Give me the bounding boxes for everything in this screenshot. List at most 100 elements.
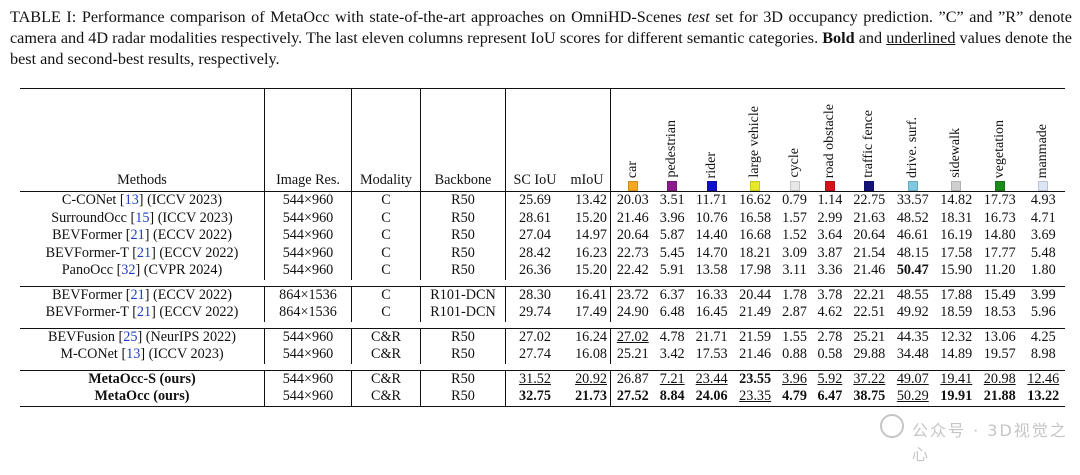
citation-link[interactable]: 32 [121, 262, 136, 278]
value-cat-iou: 23.72 [616, 286, 649, 303]
cell-cat-iou: 25.21 [611, 346, 655, 364]
method-venue: (ECCV 2022) [152, 227, 232, 243]
value-cat-iou: 7.21 [659, 370, 685, 387]
cell-miou: 14.97 [564, 227, 611, 245]
value-cat-iou: 18.21 [739, 244, 772, 261]
value-miou: 20.92 [575, 370, 607, 387]
cell-cat-iou: 20.64 [611, 227, 655, 245]
value-cat-iou: 16.62 [739, 192, 772, 208]
cell-cat-iou: 14.82 [935, 192, 978, 210]
cell-cat-iou: 8.84 [655, 388, 690, 406]
cell-cat-iou: 13.22 [1021, 388, 1065, 406]
value-cat-iou: 23.55 [739, 370, 772, 387]
value-sc-iou: 28.61 [519, 209, 551, 226]
value-cat-iou: 24.90 [616, 304, 649, 320]
cell-cat-iou: 14.89 [935, 346, 978, 364]
citation-link[interactable]: 13 [124, 192, 139, 208]
cell-backbone: R101-DCN [420, 286, 506, 304]
value-cat-iou: 3.42 [659, 346, 685, 362]
table-row: BEVFormer-T [21] (ECCV 2022) 544×960 C R50 2… [20, 244, 1065, 263]
value-cat-iou: 0.88 [782, 346, 807, 362]
cell-cat-iou: 16.62 [733, 192, 776, 210]
value-cat-iou: 21.46 [853, 262, 886, 278]
cell-modality: C&R [351, 328, 421, 346]
value-cat-iou: 21.71 [695, 328, 728, 345]
value-cat-iou: 22.42 [616, 262, 649, 278]
cell-method: BEVFormer [21] (ECCV 2022) [20, 286, 265, 304]
cell-cat-iou: 17.53 [690, 346, 733, 364]
cell-cat-iou: 16.45 [690, 304, 733, 322]
citation-link[interactable]: 13 [126, 346, 141, 362]
value-cat-iou: 34.48 [896, 346, 929, 362]
cell-miou: 13.42 [564, 191, 611, 210]
value-cat-iou: 20.64 [853, 227, 886, 243]
cell-cat-iou: 46.61 [891, 227, 934, 245]
value-cat-iou: 3.51 [659, 192, 685, 208]
cell-modality: C [351, 191, 421, 210]
cell-cat-iou: 3.09 [777, 245, 812, 263]
cell-backbone: R50 [420, 227, 506, 245]
value-cat-iou: 25.21 [853, 328, 886, 345]
table-row: PanoOcc [32] (CVPR 2024) 544×960 C R50 26.36… [20, 262, 1065, 280]
value-cat-iou: 3.99 [1030, 286, 1056, 303]
header-cat-pedestrian: pedestrian [655, 89, 690, 192]
value-sc-iou: 28.30 [519, 286, 551, 303]
cell-cat-iou: 0.79 [777, 192, 812, 210]
cell-image-res: 544×960 [264, 370, 352, 388]
method-name: BEVFormer-T [45, 244, 129, 261]
cell-cat-iou: 11.20 [978, 262, 1021, 280]
header-cat-large-vehicle: large vehicle [733, 89, 776, 192]
results-table: Methods Image Res. Modality Backbone SC … [20, 88, 1065, 407]
header-cat-car: car [611, 89, 655, 192]
cell-cat-iou: 18.21 [733, 245, 776, 263]
value-cat-iou: 13.58 [695, 262, 728, 278]
value-cat-iou: 2.87 [782, 304, 807, 320]
cell-cat-iou: 22.75 [848, 192, 891, 210]
cell-cat-iou: 27.52 [611, 388, 655, 406]
cell-cat-iou: 48.15 [891, 245, 934, 263]
method-venue: (ICCV 2023) [147, 192, 223, 208]
value-cat-iou: 6.48 [659, 304, 685, 320]
value-cat-iou: 20.98 [983, 370, 1016, 387]
cat-label: vegetation [991, 119, 1007, 178]
cell-cat-iou: 3.99 [1021, 286, 1065, 304]
cell-cat-iou: 16.68 [733, 227, 776, 245]
value-cat-iou: 14.70 [695, 244, 728, 261]
cell-cat-iou: 3.36 [812, 262, 847, 280]
cell-miou: 16.24 [564, 328, 611, 346]
cell-cat-iou: 21.59 [733, 328, 776, 346]
cell-miou: 16.41 [564, 286, 611, 304]
value-cat-iou: 20.64 [616, 227, 649, 243]
value-cat-iou: 10.76 [695, 209, 728, 226]
value-cat-iou: 11.71 [695, 192, 728, 208]
citation-link[interactable]: 21 [130, 286, 145, 303]
value-miou: 16.08 [575, 346, 607, 362]
value-cat-iou: 23.44 [695, 370, 728, 387]
value-cat-iou: 1.52 [782, 227, 807, 243]
citation-link[interactable]: 15 [135, 209, 150, 226]
value-sc-iou: 31.52 [519, 370, 551, 387]
citation-link[interactable]: 21 [136, 304, 152, 320]
cell-cat-iou: 3.78 [812, 286, 847, 304]
cell-sc-iou: 25.69 [506, 192, 565, 210]
cell-method: SurroundOcc [15] (ICCV 2023) [20, 209, 265, 227]
cell-cat-iou: 22.42 [611, 262, 655, 280]
citation-link[interactable]: 21 [130, 227, 145, 243]
citation-link[interactable]: 25 [123, 328, 138, 345]
cell-cat-iou: 48.55 [891, 286, 934, 304]
value-cat-iou: 29.88 [853, 346, 886, 362]
cell-cat-iou: 24.06 [690, 388, 733, 406]
cell-method: MetaOcc (ours) [20, 388, 265, 406]
cell-cat-iou: 22.73 [611, 245, 655, 263]
cell-cat-iou: 1.14 [812, 192, 847, 210]
cell-cat-iou: 22.51 [848, 304, 891, 322]
value-cat-iou: 46.61 [896, 227, 929, 243]
value-cat-iou: 20.44 [739, 286, 772, 303]
cell-cat-iou: 21.49 [733, 304, 776, 322]
cell-backbone: R50 [420, 209, 506, 227]
header-cat-sidewalk: sidewalk [935, 89, 978, 192]
cell-cat-iou: 5.92 [812, 370, 847, 388]
cell-cat-iou: 21.46 [611, 210, 655, 228]
cell-cat-iou: 0.88 [777, 346, 812, 364]
citation-link[interactable]: 21 [136, 244, 152, 261]
